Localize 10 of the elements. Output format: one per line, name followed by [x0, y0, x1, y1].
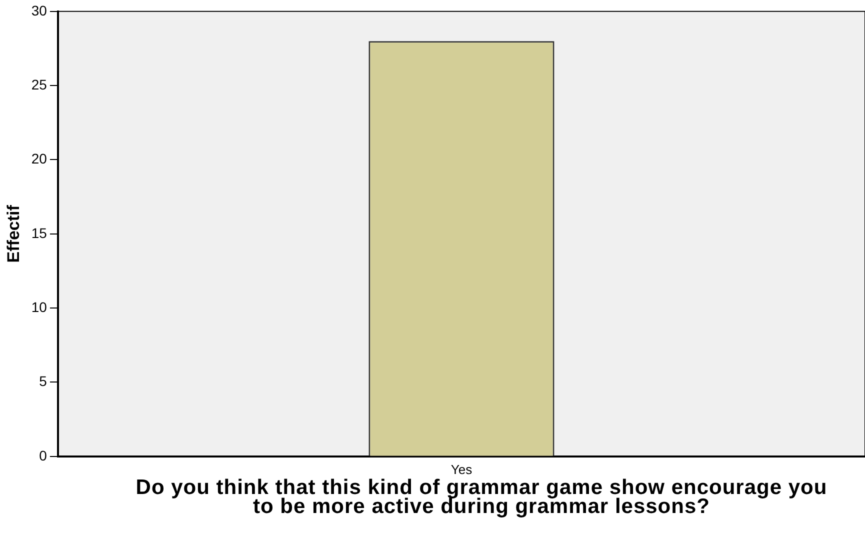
- y-tick-label: 20: [31, 150, 48, 167]
- y-tick-label: 5: [39, 373, 48, 390]
- y-tick-label: 10: [31, 298, 48, 315]
- x-axis-title: Do you think that this kind of grammar game show encourage you to be more active during grammar lessons?: [134, 476, 828, 518]
- y-tick-label: 30: [31, 2, 48, 18]
- y-tick-label: 15: [31, 224, 48, 241]
- y-axis-title: Effectif: [4, 204, 23, 263]
- x-tick-label: Yes: [450, 462, 473, 477]
- y-tick-label: 0: [39, 447, 48, 464]
- y-tick-label: 25: [31, 76, 48, 92]
